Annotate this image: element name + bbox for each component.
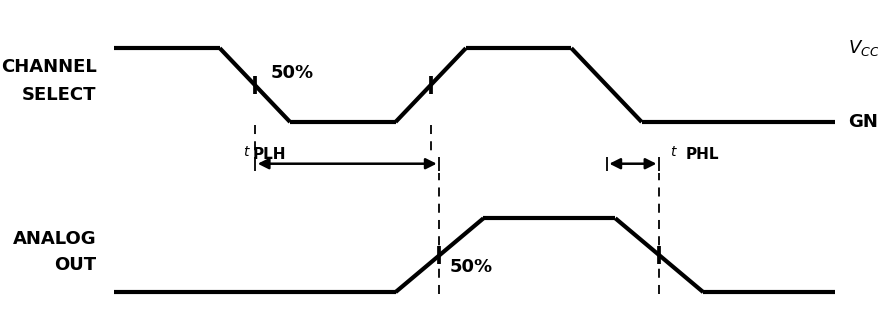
Text: OUT: OUT bbox=[54, 256, 97, 274]
Text: SELECT: SELECT bbox=[22, 86, 97, 104]
Text: CHANNEL: CHANNEL bbox=[1, 58, 97, 76]
Text: PHL: PHL bbox=[685, 147, 718, 162]
Text: $t$: $t$ bbox=[669, 145, 677, 159]
Text: $t$: $t$ bbox=[242, 145, 250, 159]
Text: $V_{CC}$: $V_{CC}$ bbox=[847, 38, 878, 58]
Text: 50%: 50% bbox=[450, 258, 493, 276]
Text: ANALOG: ANALOG bbox=[13, 230, 97, 248]
Text: PLH: PLH bbox=[252, 147, 285, 162]
Text: GND: GND bbox=[847, 113, 878, 131]
Text: 50%: 50% bbox=[270, 64, 313, 82]
